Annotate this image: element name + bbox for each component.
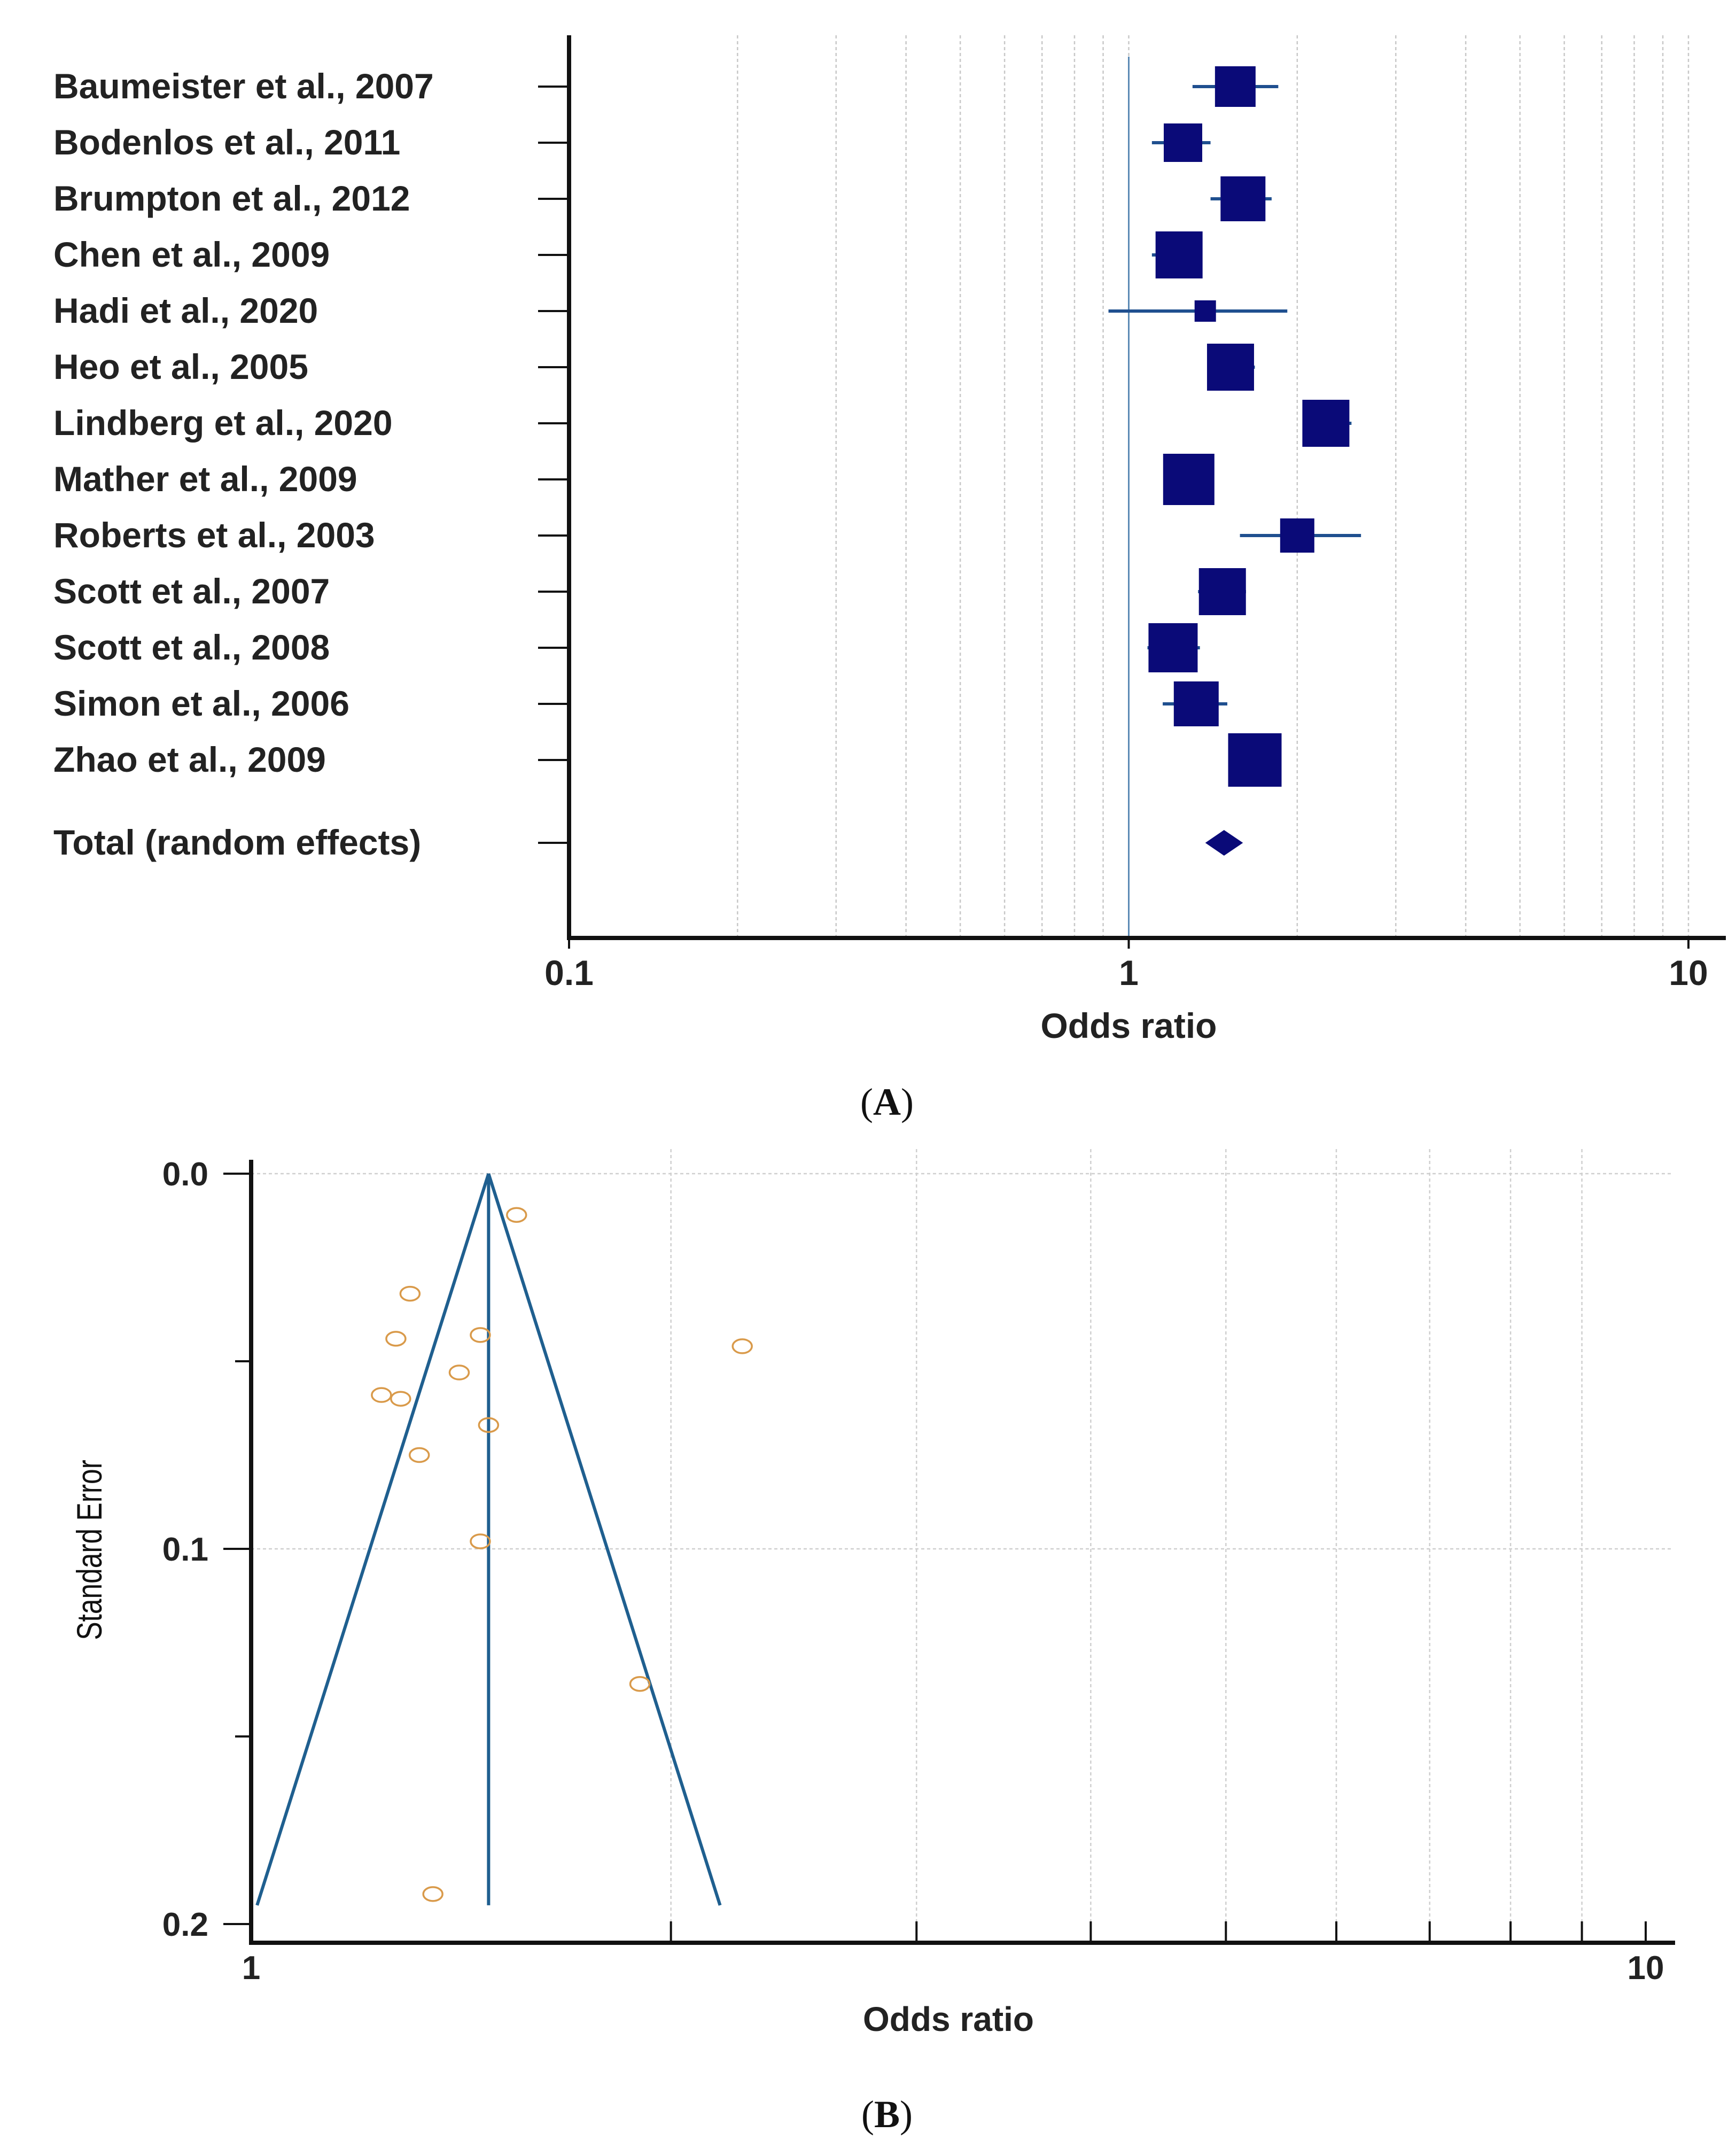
funnel-x-axis-label: Odds ratio [863, 2000, 1034, 2038]
panel-label-a: (A) [860, 1081, 914, 1123]
study-row: Hadi et al., 2020 [53, 291, 1288, 330]
study-row: Baumeister et al., 2007 [53, 66, 1279, 107]
funnel-y-ticks: 0.0 0.1 0.2 [162, 1156, 251, 1943]
study-label: Scott et al., 2008 [53, 627, 330, 667]
study-row: Heo et al., 2005 [53, 344, 1255, 391]
study-row: Scott et al., 2008 [53, 623, 1200, 672]
forest-pooled-row: Total (random effects) [53, 823, 1243, 862]
study-label: Zhao et al., 2009 [53, 740, 326, 779]
study-marker [1206, 344, 1254, 391]
study-marker [1280, 518, 1314, 553]
forest-x-ticks: 0.1 1 10 [544, 938, 1708, 992]
study-row: Lindberg et al., 2020 [53, 400, 1352, 447]
pooled-label: Total (random effects) [53, 823, 421, 862]
study-point [478, 1417, 500, 1433]
study-label: Lindberg et al., 2020 [53, 403, 393, 443]
study-point [408, 1447, 430, 1463]
study-marker [1198, 568, 1246, 615]
study-label: Chen et al., 2009 [53, 235, 330, 274]
study-marker [1215, 66, 1256, 107]
study-point [470, 1533, 491, 1549]
study-point [731, 1338, 753, 1354]
study-label: Mather et al., 2009 [53, 459, 357, 499]
study-point [385, 1331, 407, 1347]
funnel-y-tick-label: 0.2 [162, 1906, 208, 1943]
study-row: Scott et al., 2007 [53, 568, 1246, 615]
study-marker [1148, 623, 1198, 672]
pooled-diamond [1205, 830, 1243, 856]
forest-x-axis-label: Odds ratio [1040, 1006, 1217, 1045]
funnel-plot: 0.00.10.2 1 10 Odds ratio Standard Error … [69, 1149, 1675, 2136]
study-label: Baumeister et al., 2007 [53, 66, 434, 106]
study-point [448, 1364, 470, 1381]
study-marker [1163, 454, 1215, 505]
study-row: Chen et al., 2009 [53, 231, 1203, 278]
study-label: Hadi et al., 2020 [53, 291, 318, 330]
study-row: Zhao et al., 2009 [53, 733, 1282, 787]
study-marker [1155, 231, 1203, 278]
study-label: Roberts et al., 2003 [53, 515, 375, 555]
funnel-right-line [487, 1173, 722, 1906]
funnel-y-tick-label: 0.1 [162, 1531, 208, 1568]
study-marker [1220, 176, 1266, 221]
study-point [371, 1387, 392, 1403]
study-label: Scott et al., 2007 [53, 571, 330, 611]
study-point [399, 1285, 421, 1302]
study-marker [1164, 123, 1203, 162]
forest-x-tick-label: 1 [1119, 953, 1139, 992]
funnel-x-tick-label: 10 [1628, 1950, 1664, 1987]
study-label: Simon et al., 2006 [53, 684, 349, 723]
forest-plot: Baumeister et al., 2007 Bodenlos et al., … [53, 35, 1726, 1123]
study-marker [1228, 733, 1282, 787]
study-label: Brumpton et al., 2012 [53, 179, 410, 218]
study-row: Simon et al., 2006 [53, 681, 1227, 726]
study-point [390, 1391, 411, 1407]
funnel-x-tick-label: 1 [242, 1950, 260, 1987]
study-row: Bodenlos et al., 2011 [53, 122, 1211, 162]
study-row: Brumpton et al., 2012 [53, 176, 1272, 221]
forest-x-tick-label: 0.1 [544, 953, 594, 992]
funnel-lines [255, 1173, 722, 1906]
study-marker [1173, 681, 1219, 726]
study-marker [1302, 400, 1350, 447]
forest-rows: Baumeister et al., 2007 Bodenlos et al., … [53, 66, 1361, 787]
study-label: Heo et al., 2005 [53, 347, 308, 386]
forest-x-tick-label: 10 [1669, 953, 1708, 992]
panel-label-b: (B) [861, 2093, 913, 2136]
study-row: Roberts et al., 2003 [53, 515, 1361, 555]
study-point [506, 1207, 527, 1223]
study-point [629, 1676, 651, 1692]
study-row: Mather et al., 2009 [53, 454, 1215, 505]
funnel-x-ticks: 1 10 [242, 1921, 1664, 1987]
study-marker [1194, 300, 1216, 322]
study-point [470, 1327, 491, 1343]
funnel-y-tick-label: 0.0 [162, 1156, 208, 1193]
funnel-left-line [255, 1173, 491, 1906]
funnel-y-axis-label: Standard Error [69, 1460, 110, 1640]
study-label: Bodenlos et al., 2011 [53, 122, 400, 162]
funnel-points [371, 1207, 753, 1902]
study-point [422, 1886, 443, 1902]
